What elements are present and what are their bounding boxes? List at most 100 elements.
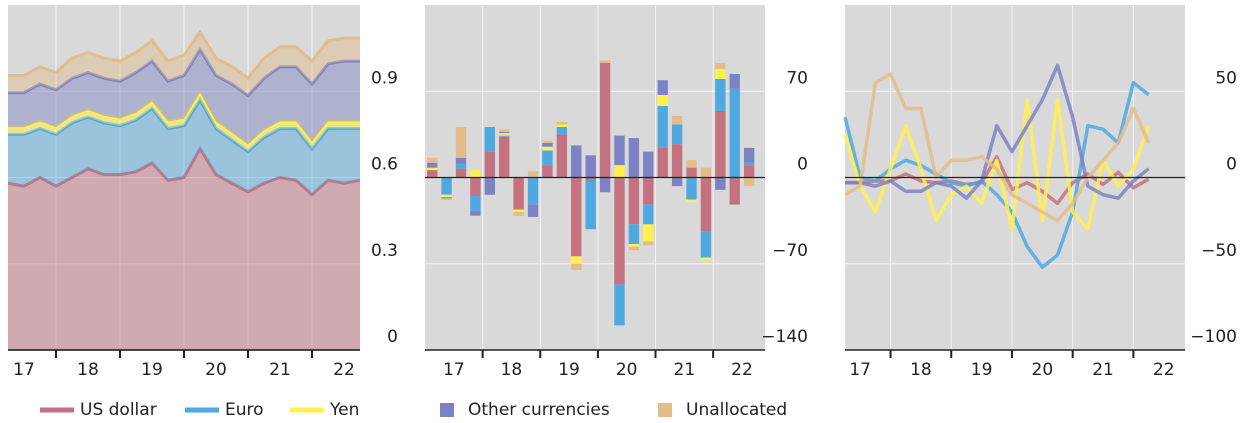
bar-segment [513,209,524,212]
bar-segment [715,69,726,79]
area [8,92,360,152]
y-tick-label: 0 [797,155,808,175]
x-tick-label: 20 [1032,360,1054,380]
x-tick-label: 19 [971,360,993,380]
bar-segment [628,246,640,251]
bar-segment [441,198,452,200]
y-tick-label: 70 [786,68,808,88]
bar-segment [499,133,510,136]
x-tick-label: 21 [269,360,291,380]
x-tick-label: 20 [205,360,227,380]
bar-segment [686,199,697,203]
bar-segment [729,88,740,178]
line [843,98,1151,231]
x-tick-label: 19 [558,360,580,380]
bar-segment [643,204,654,225]
bar-segment [556,124,568,127]
bar-segment [542,150,553,166]
bar-segment [643,224,654,242]
bar-segment [614,165,625,178]
x-tick-label: 19 [141,360,163,380]
bar-segment [657,94,668,107]
y-tick-label: 0.6 [371,155,398,175]
bar-segment [686,177,697,200]
x-tick-label: 22 [333,360,355,380]
bar-segment [700,257,712,261]
bar-segment [599,62,611,178]
bar-segment [499,131,510,134]
bar-segment [513,177,524,210]
bar-segment [571,177,582,257]
x-tick-label: 18 [77,360,99,380]
area [8,32,360,96]
bar-segment [571,256,582,264]
bar-segment [470,170,481,178]
area-edge [8,46,360,98]
bar-segment [527,204,539,217]
bar-segment [671,177,683,187]
bar-segment [715,177,726,190]
legend-label: US dollar [80,400,157,420]
area-edge [7,145,361,197]
line [845,63,1150,200]
y-tick-label: −70 [772,241,808,261]
bar-segment [542,140,553,143]
y-tick-label: −50 [1201,241,1237,261]
bar-segment [499,136,510,178]
y-tick-label: 50 [1215,68,1237,88]
x-tick-label: 21 [1092,360,1114,380]
legend-label: Euro [225,400,264,420]
bar-segment [628,138,640,178]
bar-segment [657,147,668,178]
x-tick-label: 22 [1153,360,1175,380]
bar-segment [513,212,524,216]
x-tick-label: 17 [443,360,465,380]
bar-segment [527,171,539,178]
area [8,148,360,350]
bar-segment [499,129,510,132]
bar-segment [729,74,740,89]
bar-segment [455,126,467,158]
bar-segment [571,145,582,178]
area-edge [8,89,360,147]
bar-segment [484,151,496,178]
bar-segment [628,224,640,245]
bar-segment [585,179,596,230]
x-tick-label: 18 [910,360,932,380]
bar-segment [470,177,481,196]
bar-segment [599,60,611,63]
bar-segment [700,231,712,258]
bar-segment [671,115,683,125]
legend-swatch [658,403,672,417]
y-tick-label: 0 [1226,155,1237,175]
bar-segment [671,124,683,145]
bar-segment [614,284,625,326]
bar-segment [427,167,438,171]
bar-segment [686,160,697,168]
bar-segment [628,244,640,247]
bar-segment [743,177,755,187]
bar-segment [643,241,654,246]
bar-segment [743,147,755,163]
bar-segment [556,122,568,125]
bar-segment [628,177,640,225]
x-tick-label: 22 [731,360,753,380]
x-tick-label: 21 [674,360,696,380]
bar-segment [700,177,712,232]
bar-segment [614,177,625,285]
bar-segment [743,162,755,166]
bar-segment [542,165,553,178]
y-tick-label: −140 [761,327,808,347]
bar-segment [484,177,496,195]
bar-segment [614,135,625,166]
bar-segment [455,168,467,178]
bar-segment [715,78,726,111]
bar-segment [542,143,553,147]
bar-segment [585,155,596,178]
legend-swatch [440,403,454,417]
y-tick-label: −100 [1190,327,1237,347]
bar-segment [643,151,654,178]
y-tick-label: 0.3 [371,241,398,261]
y-tick-label: 0 [387,327,398,347]
